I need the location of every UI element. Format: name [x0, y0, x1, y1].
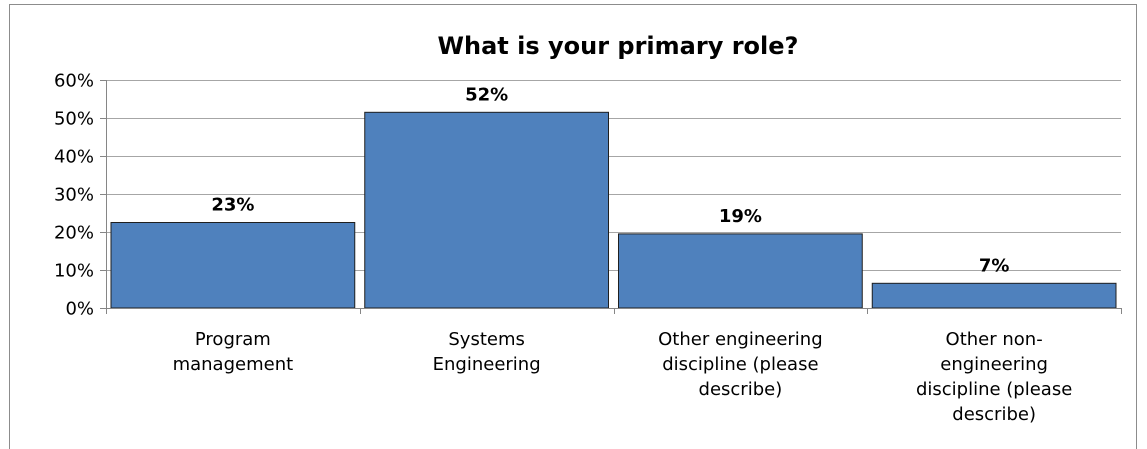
chart-title: What is your primary role?: [438, 32, 799, 60]
bar: [110, 222, 356, 309]
y-tick-label: 0%: [65, 299, 94, 320]
data-label: 52%: [465, 84, 508, 105]
bar: [871, 282, 1117, 309]
data-label: 19%: [719, 206, 762, 227]
x-tick-label: Other non-engineering discipline (please d…: [916, 329, 1072, 425]
y-tick-label: 20%: [54, 223, 94, 244]
data-label: 7%: [979, 255, 1010, 276]
axes: [100, 80, 1122, 314]
x-tick-label: Other engineering discipline (please descr…: [658, 329, 823, 400]
bar: [618, 233, 863, 309]
y-tick-label: 40%: [54, 147, 94, 168]
category-labels: Program management Systems Engineering Other…: [173, 329, 1073, 425]
bars: [110, 111, 1117, 309]
y-tick-label: 60%: [54, 71, 94, 92]
data-label: 23%: [211, 195, 254, 216]
bar: [364, 111, 609, 309]
x-tick-label: Program management: [173, 329, 294, 375]
data-labels: 23% 52% 19% 7%: [211, 84, 1009, 276]
y-tick-label: 50%: [54, 109, 94, 130]
y-tick-label: 10%: [54, 261, 94, 282]
y-tick-labels: 0% 10% 20% 30% 40% 50% 60%: [54, 71, 94, 320]
y-tick-label: 30%: [54, 185, 94, 206]
x-tick-label: Systems Engineering: [433, 329, 541, 375]
